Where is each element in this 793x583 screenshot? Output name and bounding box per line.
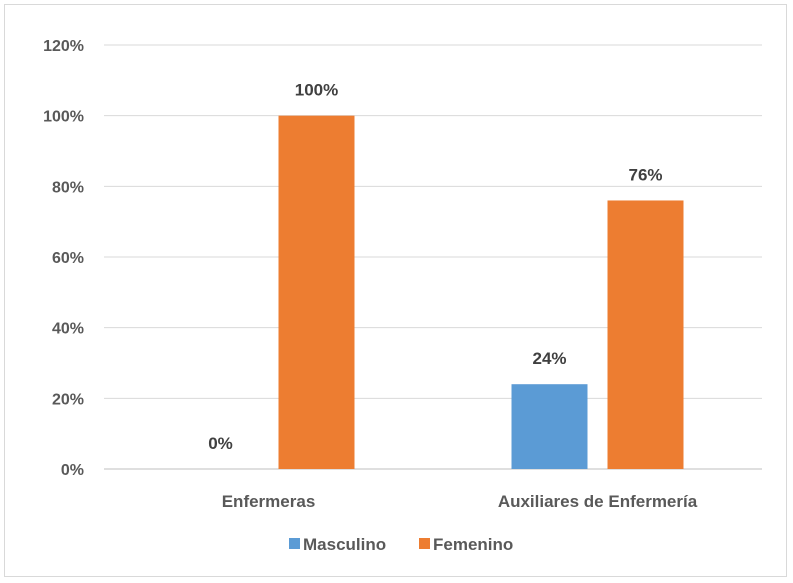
y-tick-label: 40% <box>52 321 84 338</box>
x-category-label: Enfermeras <box>222 492 316 511</box>
data-label: 100% <box>295 81 338 100</box>
y-tick-label: 80% <box>52 179 84 196</box>
data-label: 0% <box>208 434 233 453</box>
bar-femenino <box>278 115 355 470</box>
data-label: 24% <box>532 349 566 368</box>
y-tick-label: 100% <box>43 109 84 126</box>
y-tick-label: 20% <box>52 391 84 408</box>
bar-masculino <box>511 384 588 469</box>
data-label: 76% <box>628 165 662 184</box>
x-category-label: Auxiliares de Enfermería <box>498 492 698 511</box>
y-tick-label: 60% <box>52 250 84 267</box>
legend-label-masculino: Masculino <box>303 535 386 554</box>
bar-femenino <box>607 200 684 469</box>
legend-swatch-masculino <box>289 538 300 549</box>
y-tick-label: 120% <box>43 38 84 55</box>
legend-swatch-femenino <box>419 538 430 549</box>
legend-label-femenino: Femenino <box>433 535 513 554</box>
y-tick-label: 0% <box>61 462 84 479</box>
